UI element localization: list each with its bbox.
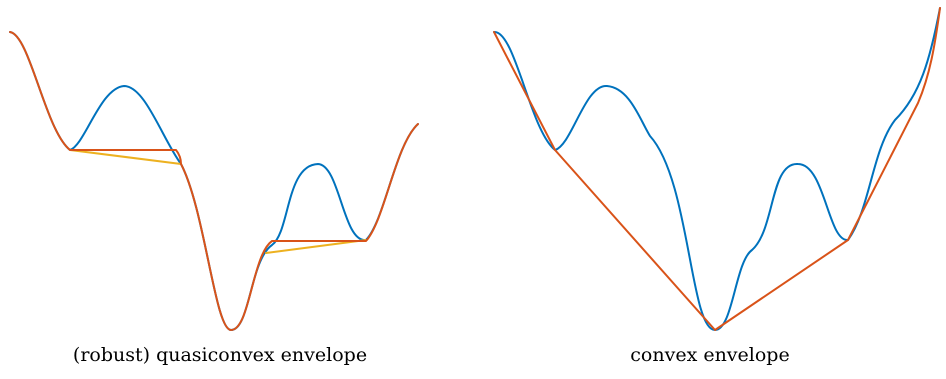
left-panel: [9, 31, 419, 331]
right-envelope-curve: [493, 7, 941, 331]
left-robust-envelope-segment-1: [69, 149, 182, 165]
left-envelope-curve: [9, 31, 419, 331]
left-robust-envelope-segment-2: [265, 239, 367, 254]
right-caption: convex envelope: [630, 344, 790, 366]
right-function-curve: [493, 7, 941, 331]
right-panel: [493, 7, 941, 331]
left-caption: (robust) quasiconvex envelope: [72, 344, 368, 366]
